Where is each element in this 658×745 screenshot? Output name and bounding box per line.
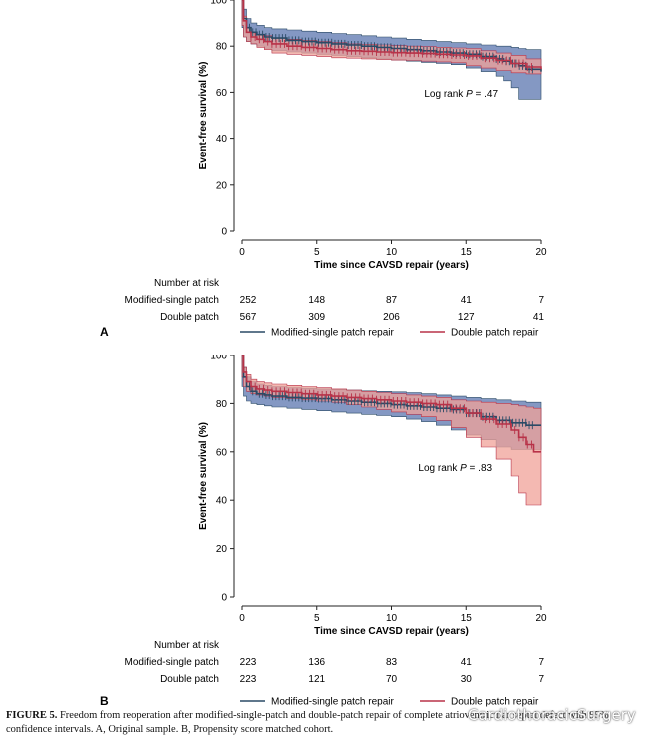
- risk-value: 7: [538, 295, 544, 306]
- censor-marks-1: [250, 382, 532, 449]
- legend-label-0: Modified-single patch repair: [271, 328, 395, 339]
- y-tick-label: 100: [210, 0, 227, 7]
- risk-value: 252: [240, 295, 257, 306]
- risk-value: 136: [308, 657, 325, 668]
- risk-value: 7: [538, 674, 544, 685]
- y-tick-label: 40: [216, 496, 228, 507]
- chart-panel-a: 0 20 40 60 80 100 0 5 10 15 20 Time since CAVSD rep…: [100, 0, 547, 339]
- censor-marks-1: [250, 32, 532, 71]
- risk-row-label: Modified-single patch: [125, 295, 220, 306]
- risk-row-label: Double patch: [160, 674, 219, 685]
- risk-value: 41: [461, 657, 473, 668]
- y-tick-label: 40: [216, 134, 228, 145]
- x-axis-title: Time since CAVSD repair (years): [314, 260, 469, 271]
- risk-value: 223: [240, 674, 257, 685]
- x-tick-label: 5: [314, 613, 320, 624]
- y-axis-title: Event-free survival (%): [198, 422, 209, 530]
- risk-value: 83: [386, 657, 398, 668]
- y-tick-label: 100: [210, 355, 227, 362]
- x-tick-label: 0: [239, 613, 245, 624]
- risk-value: 30: [461, 674, 473, 685]
- risk-table-title: Number at risk: [154, 278, 220, 289]
- survival-line-0: [242, 0, 542, 72]
- x-tick-label: 10: [386, 247, 398, 258]
- y-tick-label: 0: [221, 593, 227, 604]
- legend-label-0: Modified-single patch repair: [271, 697, 395, 708]
- risk-value: 87: [386, 295, 398, 306]
- risk-value: 7: [538, 657, 544, 668]
- risk-row-label: Modified-single patch: [125, 657, 220, 668]
- y-tick-label: 20: [216, 544, 228, 555]
- caption-text: Freedom from reoperation after modified-…: [6, 710, 609, 735]
- y-tick-label: 0: [221, 227, 227, 238]
- x-tick-label: 10: [386, 613, 398, 624]
- x-tick-label: 15: [461, 613, 473, 624]
- caption-figure-label: FIGURE 5.: [6, 710, 58, 721]
- log-rank-prefix: Log rank: [418, 463, 460, 474]
- legend: Modified-single patch repair Double patch…: [240, 328, 539, 339]
- panel-label: B: [100, 694, 109, 708]
- log-rank-annotation: Log rank P = .47: [424, 89, 498, 100]
- log-rank-value: = .83: [467, 463, 493, 474]
- ci-band-1: [241, 355, 542, 506]
- y-tick-label: 80: [216, 42, 228, 53]
- risk-table-title: Number at risk: [154, 640, 220, 651]
- log-rank-p: P: [466, 89, 473, 100]
- x-tick-label: 20: [535, 247, 547, 258]
- censor-marks-0: [249, 382, 533, 430]
- x-tick-label: 15: [461, 247, 473, 258]
- log-rank-annotation: Log rank P = .83: [418, 463, 492, 474]
- legend-label-1: Double patch repair: [451, 328, 539, 339]
- x-tick-label: 5: [314, 247, 320, 258]
- figure-caption: FIGURE 5. Freedom from reoperation after…: [6, 709, 652, 737]
- y-tick-label: 20: [216, 180, 228, 191]
- legend: Modified-single patch repair Double patch…: [240, 697, 539, 708]
- risk-value: 309: [308, 312, 325, 323]
- risk-row-label: Double patch: [160, 312, 219, 323]
- risk-value: 148: [308, 295, 325, 306]
- risk-value: 41: [461, 295, 473, 306]
- risk-value: 567: [240, 312, 257, 323]
- risk-value: 41: [533, 312, 545, 323]
- panel-label: A: [100, 325, 109, 339]
- watermark: CardiothoracicSurgery: [468, 706, 636, 724]
- log-rank-prefix: Log rank: [424, 89, 466, 100]
- y-axis-title: Event-free survival (%): [198, 62, 209, 170]
- chart-panel-b: 0 20 40 60 80 100 0 5 10 15 20 Time since CAVSD rep…: [100, 355, 547, 708]
- y-tick-label: 60: [216, 88, 228, 99]
- x-axis-title: Time since CAVSD repair (years): [314, 626, 469, 637]
- log-rank-value: = .47: [473, 89, 499, 100]
- log-rank-p: P: [460, 463, 467, 474]
- risk-value: 223: [240, 657, 257, 668]
- x-tick-label: 0: [239, 247, 245, 258]
- x-tick-label: 20: [535, 613, 547, 624]
- risk-value: 206: [383, 312, 400, 323]
- legend-label-1: Double patch repair: [451, 697, 539, 708]
- risk-value: 70: [386, 674, 398, 685]
- risk-value: 121: [308, 674, 325, 685]
- risk-value: 127: [458, 312, 475, 323]
- y-tick-label: 60: [216, 447, 228, 458]
- y-tick-label: 80: [216, 399, 228, 410]
